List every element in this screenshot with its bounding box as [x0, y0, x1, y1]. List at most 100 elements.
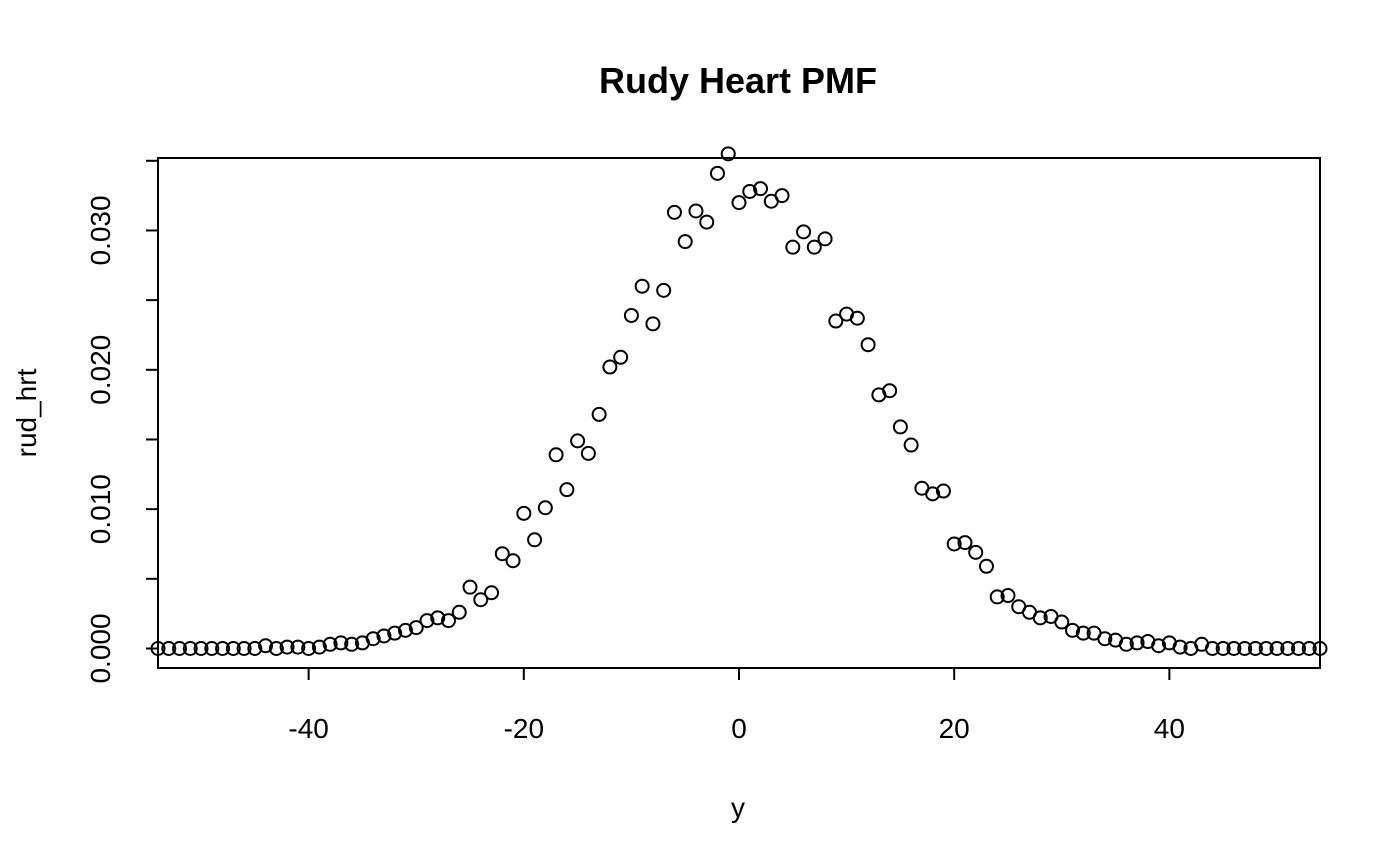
data-point: [957, 535, 973, 551]
plot-frame: [157, 157, 1321, 669]
data-point: [1000, 588, 1016, 604]
data-point: [268, 640, 284, 656]
x-tick-label: -40: [288, 713, 328, 744]
data-point: [494, 546, 510, 562]
data-point: [451, 604, 467, 620]
data-point: [860, 337, 876, 353]
data-point: [774, 188, 790, 204]
chart-title: Rudy Heart PMF: [599, 60, 877, 101]
data-point: [311, 639, 327, 655]
data-point: [699, 214, 715, 230]
data-point: [720, 146, 736, 162]
data-point: [935, 483, 951, 499]
data-point: [882, 383, 898, 399]
data-point: [785, 239, 801, 255]
data-point: [903, 437, 919, 453]
data-point: [150, 640, 166, 656]
data-point: [430, 610, 446, 626]
data-point: [473, 592, 489, 608]
data-point: [806, 239, 822, 255]
data-point: [849, 310, 865, 326]
data-point: [602, 359, 618, 375]
data-point: [1097, 631, 1113, 647]
x-tick-label: -20: [504, 713, 544, 744]
data-point: [591, 406, 607, 422]
data-point: [1312, 640, 1328, 656]
data-point: [1215, 640, 1231, 656]
data-point: [796, 224, 812, 240]
data-point: [634, 278, 650, 294]
data-point: [892, 419, 908, 435]
data-point: [828, 313, 844, 329]
data-point: [677, 234, 693, 250]
data-point: [1301, 640, 1317, 656]
data-point: [1269, 640, 1285, 656]
data-point: [548, 447, 564, 463]
data-point: [376, 628, 392, 644]
data-point: [397, 622, 413, 638]
data-point: [301, 640, 317, 656]
data-point: [817, 231, 833, 247]
data-point: [537, 500, 553, 516]
data-point: [344, 636, 360, 652]
x-tick-label: 0: [731, 713, 747, 744]
data-point: [946, 536, 962, 552]
data-point: [225, 640, 241, 656]
data-point: [645, 316, 661, 332]
data-point: [322, 636, 338, 652]
data-points: [150, 146, 1328, 656]
y-tick-label: 0.020: [85, 335, 116, 405]
data-point: [925, 486, 941, 502]
y-axis: 0.000 0.010 0.020 0.030: [85, 159, 159, 684]
data-point: [613, 349, 629, 365]
data-point: [484, 585, 500, 601]
data-point: [570, 433, 586, 449]
data-point: [1065, 622, 1081, 638]
data-point: [1204, 640, 1220, 656]
data-point: [709, 165, 725, 181]
data-point: [236, 640, 252, 656]
data-point: [1075, 625, 1091, 641]
data-point: [968, 544, 984, 560]
data-point: [161, 640, 177, 656]
data-point: [1118, 636, 1134, 652]
data-point: [1280, 640, 1296, 656]
data-point: [387, 625, 403, 641]
data-point: [753, 181, 769, 197]
y-tick-label: 0.000: [85, 613, 116, 683]
y-tick-label: 0.030: [85, 195, 116, 265]
data-point: [408, 620, 424, 636]
data-point: [365, 631, 381, 647]
x-tick-label: 40: [1154, 713, 1185, 744]
data-point: [580, 445, 596, 461]
x-axis-label: y: [731, 792, 745, 823]
data-point: [172, 640, 188, 656]
data-point: [204, 640, 220, 656]
data-point: [688, 203, 704, 219]
data-point: [1258, 640, 1274, 656]
y-axis-label: rud_hrt: [11, 368, 42, 457]
data-point: [656, 282, 672, 298]
data-point: [1172, 639, 1188, 655]
data-point: [666, 204, 682, 220]
data-point: [731, 195, 747, 211]
data-point: [1290, 640, 1306, 656]
data-point: [1129, 635, 1145, 651]
data-point: [290, 639, 306, 655]
data-point: [623, 307, 639, 323]
data-point: [247, 640, 263, 656]
data-point: [989, 589, 1005, 605]
data-point: [1247, 640, 1263, 656]
data-point: [441, 613, 456, 629]
data-point: [462, 579, 478, 595]
data-point: [333, 635, 349, 651]
data-point: [559, 482, 575, 498]
y-tick-label: 0.010: [85, 474, 116, 544]
x-tick-label: 20: [939, 713, 970, 744]
data-point: [215, 640, 231, 656]
x-axis: -40 -20 0 20 40: [288, 667, 1185, 744]
data-point: [505, 553, 521, 569]
data-point: [279, 639, 295, 655]
data-point: [419, 613, 435, 629]
